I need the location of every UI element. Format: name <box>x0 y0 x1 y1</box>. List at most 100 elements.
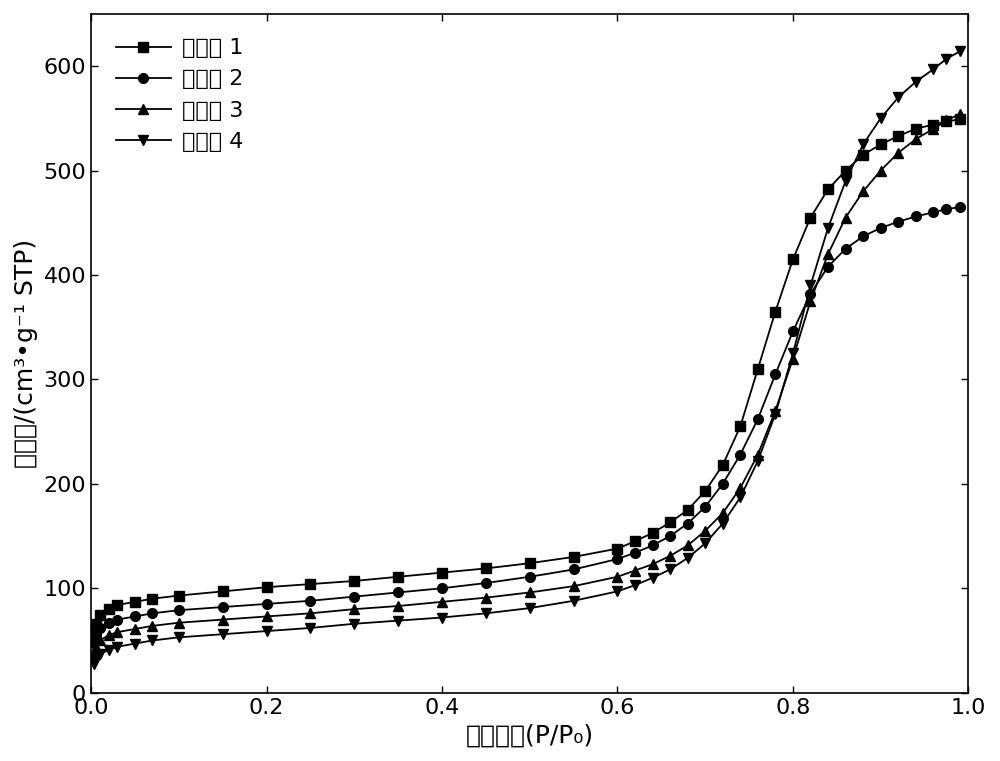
实施例 2 <box>524 572 536 581</box>
实施例 3 <box>94 636 106 645</box>
实施例 3 <box>261 612 273 621</box>
实施例 1 <box>629 537 641 546</box>
实施例 3 <box>717 508 729 517</box>
实施例 4 <box>804 281 816 290</box>
Line: 实施例 4: 实施例 4 <box>89 46 965 670</box>
实施例 2 <box>699 502 711 511</box>
实施例 2 <box>129 612 141 621</box>
实施例 1 <box>129 597 141 607</box>
实施例 2 <box>769 370 781 379</box>
Legend: 实施例 1, 实施例 2, 实施例 3, 实施例 4: 实施例 1, 实施例 2, 实施例 3, 实施例 4 <box>102 25 257 165</box>
实施例 2 <box>910 212 922 221</box>
实施例 4 <box>875 113 887 123</box>
实施例 4 <box>129 639 141 648</box>
实施例 2 <box>840 244 852 253</box>
实施例 1 <box>717 460 729 470</box>
实施例 4 <box>699 539 711 548</box>
实施例 2 <box>892 217 904 226</box>
实施例 2 <box>568 565 580 574</box>
实施例 4 <box>664 565 676 574</box>
实施例 1 <box>111 600 123 610</box>
实施例 1 <box>787 255 799 264</box>
实施例 3 <box>111 628 123 637</box>
实施例 4 <box>940 54 952 63</box>
实施例 1 <box>752 365 764 374</box>
实施例 3 <box>103 631 115 640</box>
实施例 4 <box>752 457 764 466</box>
实施例 1 <box>103 604 115 613</box>
实施例 2 <box>146 609 158 618</box>
实施例 2 <box>261 600 273 609</box>
实施例 3 <box>348 604 360 613</box>
实施例 4 <box>173 633 185 642</box>
实施例 2 <box>954 202 966 212</box>
实施例 1 <box>892 132 904 141</box>
实施例 3 <box>954 110 966 119</box>
实施例 3 <box>822 250 834 259</box>
实施例 3 <box>787 354 799 363</box>
实施例 1 <box>173 591 185 600</box>
实施例 2 <box>629 548 641 557</box>
实施例 1 <box>840 166 852 175</box>
实施例 4 <box>647 573 659 582</box>
实施例 3 <box>875 166 887 175</box>
X-axis label: 相对压力(P/P₀): 相对压力(P/P₀) <box>466 723 594 747</box>
实施例 2 <box>94 623 106 632</box>
实施例 1 <box>436 568 448 577</box>
实施例 3 <box>769 406 781 416</box>
实施例 1 <box>261 583 273 592</box>
实施例 4 <box>524 603 536 613</box>
实施例 2 <box>392 588 404 597</box>
实施例 3 <box>910 135 922 144</box>
实施例 3 <box>940 116 952 125</box>
实施例 1 <box>682 505 694 514</box>
实施例 4 <box>769 409 781 419</box>
实施例 4 <box>392 616 404 626</box>
实施例 3 <box>752 450 764 459</box>
实施例 3 <box>436 597 448 607</box>
Y-axis label: 吸附量/(cm³•g⁻¹ STP): 吸附量/(cm³•g⁻¹ STP) <box>14 239 38 468</box>
实施例 2 <box>436 584 448 593</box>
实施例 2 <box>480 578 492 587</box>
实施例 2 <box>647 541 659 550</box>
实施例 1 <box>480 564 492 573</box>
实施例 3 <box>664 551 676 560</box>
实施例 3 <box>480 593 492 602</box>
实施例 1 <box>699 486 711 495</box>
实施例 3 <box>524 588 536 597</box>
实施例 4 <box>629 581 641 590</box>
实施例 2 <box>682 519 694 528</box>
实施例 1 <box>875 140 887 149</box>
实施例 2 <box>787 326 799 336</box>
实施例 4 <box>217 629 229 638</box>
实施例 1 <box>524 559 536 568</box>
实施例 3 <box>304 609 316 618</box>
实施例 2 <box>822 262 834 271</box>
实施例 1 <box>304 580 316 589</box>
实施例 4 <box>717 519 729 528</box>
实施例 4 <box>787 349 799 358</box>
实施例 1 <box>927 120 939 129</box>
实施例 2 <box>348 592 360 601</box>
实施例 3 <box>804 297 816 306</box>
实施例 2 <box>664 531 676 540</box>
实施例 3 <box>217 615 229 624</box>
实施例 3 <box>682 541 694 550</box>
实施例 2 <box>90 631 102 640</box>
实施例 4 <box>261 626 273 635</box>
实施例 3 <box>840 213 852 222</box>
实施例 4 <box>892 93 904 102</box>
实施例 4 <box>90 654 102 664</box>
实施例 3 <box>392 601 404 610</box>
实施例 4 <box>857 140 869 149</box>
实施例 1 <box>857 151 869 160</box>
实施例 4 <box>94 649 106 658</box>
实施例 4 <box>103 645 115 654</box>
Line: 实施例 2: 实施例 2 <box>89 202 965 648</box>
实施例 4 <box>910 77 922 86</box>
实施例 1 <box>392 572 404 581</box>
实施例 2 <box>111 615 123 624</box>
Line: 实施例 3: 实施例 3 <box>89 110 965 658</box>
实施例 1 <box>822 185 834 194</box>
实施例 4 <box>611 587 623 596</box>
